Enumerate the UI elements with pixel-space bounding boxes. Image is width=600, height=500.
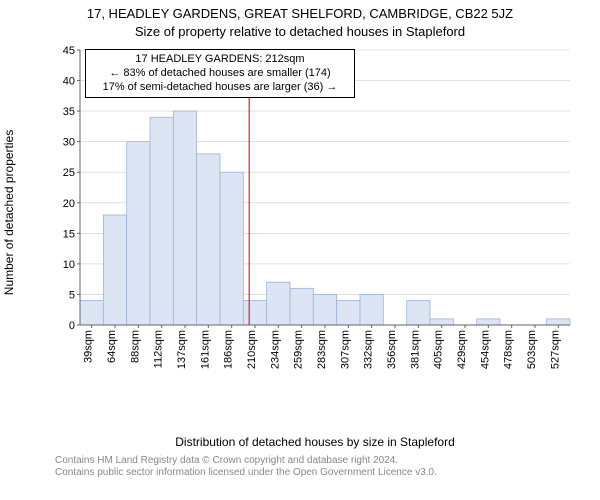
annotation-line-1: 17 HEADLEY GARDENS: 212sqm — [92, 53, 348, 67]
x-tick-label: 381sqm — [409, 330, 421, 369]
histogram-bar — [127, 142, 150, 325]
annotation-line-3: 17% of semi-detached houses are larger (… — [92, 81, 348, 95]
x-tick-label: 356sqm — [386, 330, 398, 369]
svg-text:25: 25 — [63, 167, 75, 179]
chart-title-address: 17, HEADLEY GARDENS, GREAT SHELFORD, CAM… — [0, 6, 600, 21]
x-tick-label: 64sqm — [106, 330, 118, 363]
svg-text:5: 5 — [69, 289, 75, 301]
y-axis-label: Number of detached properties — [2, 45, 16, 380]
svg-text:40: 40 — [63, 76, 75, 88]
x-tick-label: 161sqm — [199, 330, 211, 369]
histogram-bar — [477, 319, 500, 325]
svg-text:15: 15 — [63, 228, 75, 240]
x-tick-label: 88sqm — [129, 330, 141, 363]
svg-text:10: 10 — [63, 259, 75, 271]
x-tick-label: 137sqm — [176, 330, 188, 369]
caption-block: Contains HM Land Registry data © Crown c… — [55, 455, 575, 479]
caption-line-2: Contains public sector information licen… — [55, 467, 575, 479]
svg-text:35: 35 — [63, 106, 75, 118]
x-tick-label: 234sqm — [269, 330, 281, 369]
x-tick-label: 332sqm — [363, 330, 375, 369]
x-tick-label: 259sqm — [293, 330, 305, 369]
chart-title-sub: Size of property relative to detached ho… — [0, 24, 600, 39]
histogram-bar — [407, 301, 430, 325]
x-tick-label: 307sqm — [339, 330, 351, 369]
histogram-bar — [220, 172, 243, 325]
x-tick-label: 283sqm — [316, 330, 328, 369]
histogram-bar — [430, 319, 453, 325]
histogram-bar — [197, 154, 220, 325]
x-tick-label: 429sqm — [456, 330, 468, 369]
svg-text:0: 0 — [69, 320, 75, 332]
histogram-bar — [103, 215, 126, 325]
annotation-box: 17 HEADLEY GARDENS: 212sqm ← 83% of deta… — [85, 49, 355, 98]
x-axis-label: Distribution of detached houses by size … — [55, 435, 575, 449]
svg-text:30: 30 — [63, 137, 75, 149]
histogram-bar — [80, 301, 103, 325]
x-tick-label: 478sqm — [503, 330, 515, 369]
x-tick-label: 39sqm — [83, 330, 95, 363]
x-tick-label: 503sqm — [526, 330, 538, 369]
histogram-bar — [150, 117, 173, 325]
annotation-line-2: ← 83% of detached houses are smaller (17… — [92, 67, 348, 81]
x-tick-label: 405sqm — [433, 330, 445, 369]
histogram-bar — [337, 301, 360, 325]
histogram-bar — [290, 288, 313, 325]
histogram-bar — [547, 319, 570, 325]
x-tick-label: 454sqm — [479, 330, 491, 369]
histogram-bar — [313, 294, 336, 325]
histogram-bar — [360, 294, 383, 325]
x-tick-label: 112sqm — [153, 330, 165, 368]
x-tick-label: 186sqm — [223, 330, 235, 369]
caption-line-1: Contains HM Land Registry data © Crown c… — [55, 455, 575, 467]
x-tick-label: 527sqm — [549, 330, 561, 369]
histogram-bar — [267, 282, 290, 325]
histogram-bar — [173, 111, 196, 325]
svg-text:45: 45 — [63, 45, 75, 57]
svg-text:20: 20 — [63, 198, 75, 210]
histogram-bar — [243, 301, 266, 325]
x-tick-label: 210sqm — [246, 330, 258, 369]
